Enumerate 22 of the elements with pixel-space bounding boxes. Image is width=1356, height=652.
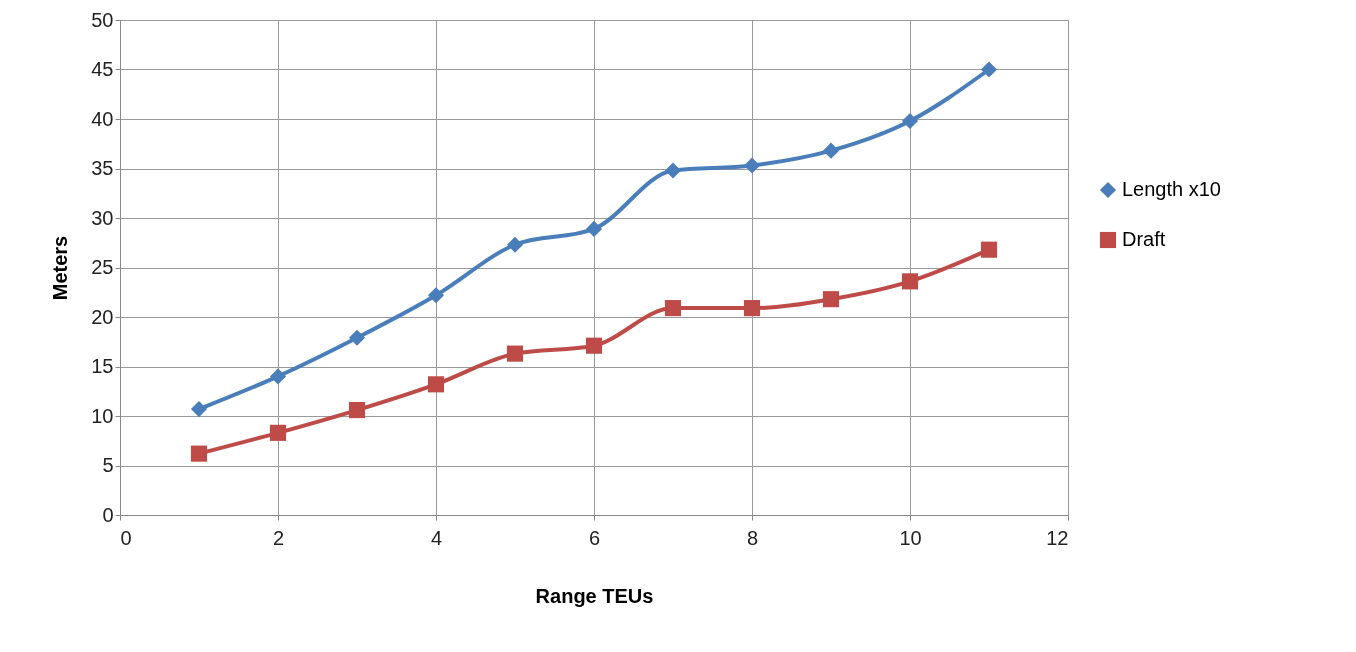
y-tick-label: 35 xyxy=(91,157,114,179)
x-tick-label: 6 xyxy=(588,526,601,549)
y-tick-label: 5 xyxy=(102,454,114,476)
y-tick-label: 30 xyxy=(91,206,114,229)
x-tick-label: 10 xyxy=(899,526,922,549)
legend-label: Length x10 xyxy=(1122,178,1221,200)
x-axis-title: Range TEUs xyxy=(535,584,654,607)
y-tick-label: 0 xyxy=(102,503,114,526)
x-tick-label: 0 xyxy=(120,526,132,549)
y-tick-label: 15 xyxy=(91,355,114,377)
legend-label: Draft xyxy=(1122,228,1166,250)
x-tick-label: 8 xyxy=(746,526,759,549)
x-tick-label: 12 xyxy=(1046,526,1069,549)
y-tick-label: 45 xyxy=(91,58,114,80)
y-tick-label: 50 xyxy=(91,8,114,31)
y-tick-label: 25 xyxy=(91,256,114,278)
x-tick-label: 4 xyxy=(430,526,443,549)
y-tick-label: 40 xyxy=(91,107,114,130)
x-tick-label: 2 xyxy=(272,526,285,549)
y-tick-label: 20 xyxy=(91,305,114,328)
y-tick-label: 10 xyxy=(91,404,114,427)
y-axis-title: Meters xyxy=(49,235,72,301)
